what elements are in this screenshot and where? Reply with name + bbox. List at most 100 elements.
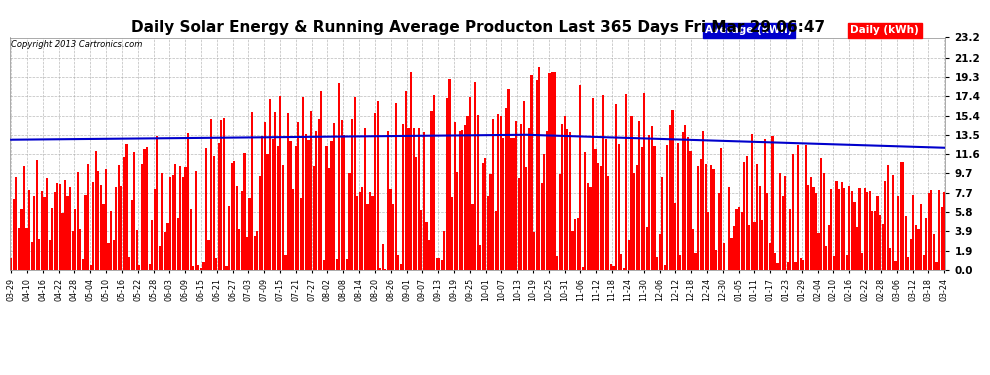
- Bar: [533, 232, 536, 270]
- Bar: [28, 190, 31, 270]
- Bar: [907, 257, 910, 270]
- Bar: [915, 225, 917, 270]
- Bar: [15, 177, 18, 270]
- Bar: [802, 260, 804, 270]
- Bar: [626, 94, 628, 270]
- Bar: [339, 83, 341, 270]
- Bar: [669, 125, 671, 270]
- Bar: [233, 160, 236, 270]
- Bar: [239, 229, 241, 270]
- Bar: [831, 189, 833, 270]
- Bar: [507, 89, 510, 270]
- Bar: [553, 72, 555, 270]
- Bar: [779, 172, 781, 270]
- Bar: [53, 192, 55, 270]
- Bar: [379, 268, 381, 270]
- Bar: [679, 255, 681, 270]
- Bar: [663, 265, 666, 270]
- Bar: [743, 162, 745, 270]
- Bar: [287, 113, 289, 270]
- Bar: [820, 158, 823, 270]
- Bar: [56, 183, 58, 270]
- Bar: [384, 269, 386, 270]
- Bar: [102, 204, 105, 270]
- Bar: [179, 166, 181, 270]
- Bar: [805, 145, 807, 270]
- Bar: [940, 207, 942, 270]
- Bar: [31, 242, 33, 270]
- Bar: [574, 219, 576, 270]
- Bar: [913, 195, 915, 270]
- Bar: [676, 143, 679, 270]
- Bar: [826, 246, 828, 270]
- Bar: [441, 260, 443, 270]
- Bar: [694, 254, 697, 270]
- Bar: [500, 116, 502, 270]
- Bar: [923, 255, 925, 270]
- Bar: [39, 238, 41, 270]
- Bar: [371, 196, 373, 270]
- Bar: [461, 130, 463, 270]
- Bar: [174, 164, 176, 270]
- Bar: [794, 262, 797, 270]
- Bar: [484, 158, 486, 270]
- Bar: [182, 177, 184, 270]
- Bar: [566, 129, 568, 270]
- Bar: [818, 232, 820, 270]
- Bar: [264, 122, 266, 270]
- Bar: [366, 204, 368, 270]
- Bar: [36, 160, 38, 270]
- Bar: [836, 182, 838, 270]
- Bar: [918, 229, 920, 270]
- Bar: [184, 166, 186, 270]
- Bar: [545, 130, 548, 270]
- Bar: [628, 240, 630, 270]
- Bar: [458, 131, 460, 270]
- Bar: [141, 164, 143, 270]
- Bar: [389, 189, 392, 270]
- Bar: [869, 191, 871, 270]
- Bar: [613, 267, 615, 270]
- Bar: [843, 188, 845, 270]
- Bar: [789, 209, 791, 270]
- Bar: [244, 153, 246, 270]
- Bar: [61, 213, 63, 270]
- Bar: [266, 154, 268, 270]
- Bar: [548, 74, 550, 270]
- Bar: [528, 128, 530, 270]
- Bar: [900, 162, 902, 270]
- Bar: [269, 99, 271, 270]
- Bar: [382, 244, 384, 270]
- Bar: [439, 258, 441, 270]
- Bar: [871, 211, 873, 270]
- Bar: [874, 211, 876, 270]
- Bar: [644, 93, 645, 270]
- Bar: [49, 240, 50, 270]
- Bar: [756, 164, 758, 270]
- Bar: [781, 196, 784, 270]
- Bar: [594, 149, 597, 270]
- Bar: [341, 120, 343, 270]
- Bar: [689, 152, 691, 270]
- Bar: [910, 239, 912, 270]
- Bar: [310, 111, 312, 270]
- Bar: [639, 121, 641, 270]
- Bar: [241, 192, 243, 270]
- Bar: [331, 141, 333, 270]
- Bar: [889, 248, 891, 270]
- Bar: [600, 166, 602, 270]
- Bar: [876, 196, 878, 270]
- Bar: [544, 154, 545, 270]
- Bar: [202, 262, 205, 270]
- Bar: [258, 176, 261, 270]
- Bar: [289, 141, 292, 270]
- Bar: [456, 172, 458, 270]
- Bar: [520, 124, 523, 270]
- Bar: [476, 114, 479, 270]
- Bar: [197, 265, 199, 270]
- Bar: [684, 125, 686, 270]
- Bar: [118, 165, 120, 270]
- Bar: [353, 97, 355, 270]
- Bar: [700, 159, 702, 270]
- Bar: [866, 192, 868, 270]
